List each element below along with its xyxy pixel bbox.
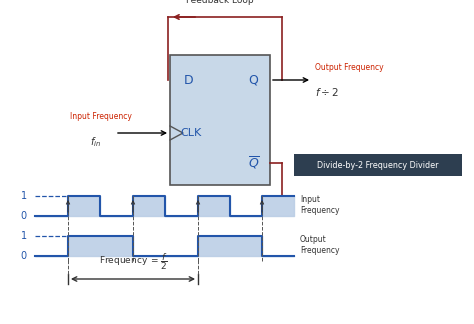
Text: Input
Frequency: Input Frequency: [300, 195, 339, 215]
Text: 1: 1: [21, 231, 27, 241]
Text: 0: 0: [21, 211, 27, 221]
Text: Q: Q: [248, 74, 258, 87]
Text: D: D: [184, 74, 193, 87]
Text: Frequency $= \dfrac{f}{2}$: Frequency $= \dfrac{f}{2}$: [99, 251, 167, 272]
Bar: [170, 55, 270, 185]
Text: Output
Frequency: Output Frequency: [300, 235, 339, 255]
Text: 1: 1: [21, 191, 27, 201]
Text: Output Frequency: Output Frequency: [315, 63, 383, 72]
Text: 0: 0: [21, 251, 27, 261]
Text: Feedback Loop: Feedback Loop: [186, 0, 254, 5]
Text: $f_{in}$: $f_{in}$: [90, 135, 101, 149]
Text: Input Frequency: Input Frequency: [70, 112, 132, 121]
Text: CLK: CLK: [180, 128, 201, 138]
Text: Divide-by-2 Frequency Divider: Divide-by-2 Frequency Divider: [317, 160, 439, 169]
Text: $\overline{Q}$: $\overline{Q}$: [248, 155, 260, 171]
Bar: [294, 154, 462, 176]
Text: $f\div2$: $f\div2$: [315, 86, 339, 98]
